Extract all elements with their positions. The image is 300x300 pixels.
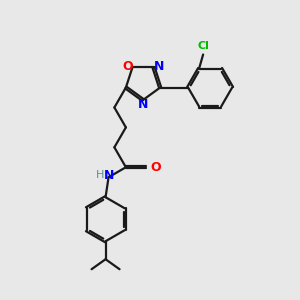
Text: Cl: Cl xyxy=(197,40,209,50)
Text: O: O xyxy=(122,60,133,73)
Text: N: N xyxy=(153,60,164,73)
Text: N: N xyxy=(138,98,148,112)
Text: O: O xyxy=(150,161,160,174)
Text: H: H xyxy=(96,170,105,180)
Text: N: N xyxy=(104,169,115,182)
